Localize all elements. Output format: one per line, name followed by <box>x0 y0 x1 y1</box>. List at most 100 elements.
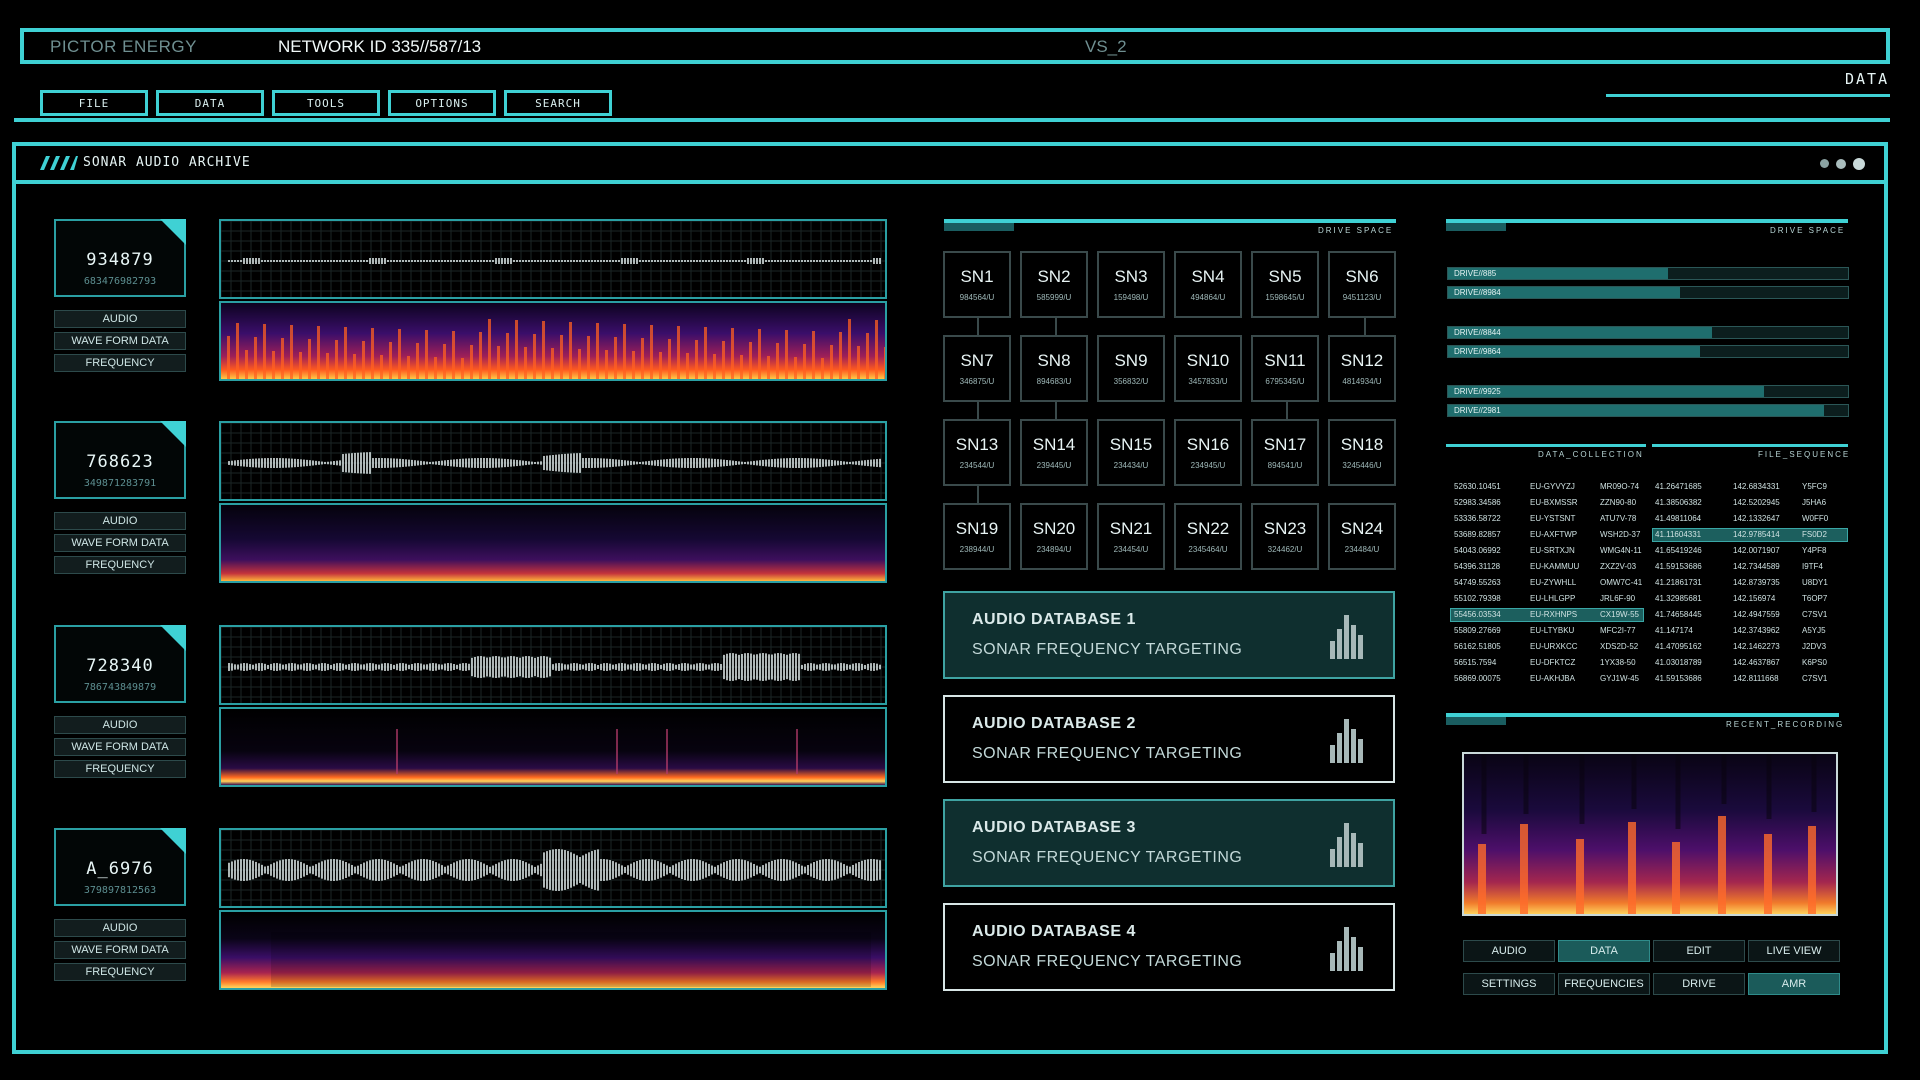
window-dot-3[interactable] <box>1853 158 1865 170</box>
card-corner-icon <box>160 625 186 651</box>
drive-bar[interactable]: DRIVE//2981 <box>1447 404 1849 417</box>
table-cell: EU-GYVYZJ <box>1530 482 1575 491</box>
table-cell: 41.32985681 <box>1655 594 1702 603</box>
tag-waveform-data[interactable]: WAVE FORM DATA <box>54 332 186 350</box>
drive-bar[interactable]: DRIVE//8984 <box>1447 286 1849 299</box>
menu-tools[interactable]: TOOLS <box>272 90 380 116</box>
sn-node-sn9[interactable]: SN9 356832/U <box>1097 335 1165 402</box>
sn-connector <box>1364 318 1366 335</box>
sn-node-sn18[interactable]: SN18 3245446/U <box>1328 419 1396 486</box>
table-cell: 142.3743962 <box>1733 626 1780 635</box>
sn-node-sn21[interactable]: SN21 234454/U <box>1097 503 1165 570</box>
sn-node-sn4[interactable]: SN4 494864/U <box>1174 251 1242 318</box>
sn-node-sn24[interactable]: SN24 234484/U <box>1328 503 1396 570</box>
sn-node-sn14[interactable]: SN14 239445/U <box>1020 419 1088 486</box>
database-subtitle: SONAR FREQUENCY TARGETING <box>972 641 1243 658</box>
tag-frequency[interactable]: FREQUENCY <box>54 760 186 778</box>
sn-node-sn2[interactable]: SN2 585999/U <box>1020 251 1088 318</box>
tag-frequency[interactable]: FREQUENCY <box>54 354 186 372</box>
tag-frequency[interactable]: FREQUENCY <box>54 963 186 981</box>
sn-label: SN22 <box>1186 519 1230 538</box>
table-cell: ZXZ2V-03 <box>1600 562 1637 571</box>
sn-node-sn15[interactable]: SN15 234434/U <box>1097 419 1165 486</box>
tag-waveform-data[interactable]: WAVE FORM DATA <box>54 941 186 959</box>
sn-node-sn3[interactable]: SN3 159498/U <box>1097 251 1165 318</box>
sn-node-sn7[interactable]: SN7 346875/U <box>943 335 1011 402</box>
recording-id-card[interactable]: 934879 683476982793 <box>54 219 186 297</box>
control-frequencies-button[interactable]: FREQUENCIES <box>1558 973 1650 995</box>
sn-node-sn20[interactable]: SN20 234894/U <box>1020 503 1088 570</box>
sn-label: SN2 <box>1037 267 1071 286</box>
tag-audio[interactable]: AUDIO <box>54 512 186 530</box>
sn-node-sn22[interactable]: SN22 2345464/U <box>1174 503 1242 570</box>
sn-label: SN12 <box>1340 351 1384 370</box>
menu-file[interactable]: FILE <box>40 90 148 116</box>
table-cell: EU-URXKCC <box>1530 642 1578 651</box>
menu-options[interactable]: OPTIONS <box>388 90 496 116</box>
audio-database-4[interactable]: AUDIO DATABASE 4 SONAR FREQUENCY TARGETI… <box>943 903 1395 991</box>
drive-bar[interactable]: DRIVE//9925 <box>1447 385 1849 398</box>
control-live-view-button[interactable]: LIVE VIEW <box>1748 940 1840 962</box>
drives-header-shade <box>1446 223 1506 231</box>
sn-drive-space-bar <box>944 219 1396 223</box>
sn-label: SN18 <box>1340 435 1384 454</box>
tag-waveform-data[interactable]: WAVE FORM DATA <box>54 534 186 552</box>
recording-id-card[interactable]: 728340 786743849879 <box>54 625 186 703</box>
sn-value: 3245446/U <box>1342 461 1382 470</box>
tag-frequency[interactable]: FREQUENCY <box>54 556 186 574</box>
table-cell: 41.59153686 <box>1655 562 1702 571</box>
table-cell: 41.26471685 <box>1655 482 1702 491</box>
window-dot-1[interactable] <box>1820 159 1829 168</box>
sn-label: SN7 <box>960 351 994 370</box>
sn-connector <box>977 318 979 335</box>
control-edit-button[interactable]: EDIT <box>1653 940 1745 962</box>
drive-bar[interactable]: DRIVE//885 <box>1447 267 1849 280</box>
tag-audio[interactable]: AUDIO <box>54 919 186 937</box>
database-subtitle: SONAR FREQUENCY TARGETING <box>972 849 1243 866</box>
sn-node-sn10[interactable]: SN10 3457833/U <box>1174 335 1242 402</box>
sn-node-sn17[interactable]: SN17 894541/U <box>1251 419 1319 486</box>
sn-node-sn6[interactable]: SN6 9451123/U <box>1328 251 1396 318</box>
sn-node-sn12[interactable]: SN12 4814934/U <box>1328 335 1396 402</box>
table-cell: MR09O-74 <box>1600 482 1640 491</box>
window-dot-2[interactable] <box>1836 159 1846 169</box>
control-data-button[interactable]: DATA <box>1558 940 1650 962</box>
sn-node-sn16[interactable]: SN16 234945/U <box>1174 419 1242 486</box>
tag-audio[interactable]: AUDIO <box>54 310 186 328</box>
window-title-bar <box>12 142 1888 184</box>
menu-data[interactable]: DATA <box>156 90 264 116</box>
drive-fill <box>1448 268 1668 279</box>
sn-drive-space-label: DRIVE SPACE <box>1318 226 1394 235</box>
tag-waveform-data[interactable]: WAVE FORM DATA <box>54 738 186 756</box>
sn-node-sn5[interactable]: SN5 1598645/U <box>1251 251 1319 318</box>
sn-node-sn23[interactable]: SN23 324462/U <box>1251 503 1319 570</box>
table-cell: U8DY1 <box>1802 578 1828 587</box>
audio-database-2[interactable]: AUDIO DATABASE 2 SONAR FREQUENCY TARGETI… <box>943 695 1395 783</box>
control-amr-button[interactable]: AMR <box>1748 973 1840 995</box>
recording-id-card[interactable]: 768623 349871283791 <box>54 421 186 499</box>
drive-fill <box>1448 327 1712 338</box>
sn-node-sn19[interactable]: SN19 238944/U <box>943 503 1011 570</box>
sn-node-sn11[interactable]: SN11 6795345/U <box>1251 335 1319 402</box>
sn-value: 4814934/U <box>1342 377 1382 386</box>
drive-bar[interactable]: DRIVE//8844 <box>1447 326 1849 339</box>
table-cell: WMG4N-11 <box>1600 546 1642 555</box>
control-settings-button[interactable]: SETTINGS <box>1463 973 1555 995</box>
audio-database-1[interactable]: AUDIO DATABASE 1 SONAR FREQUENCY TARGETI… <box>943 591 1395 679</box>
drive-bar[interactable]: DRIVE//9864 <box>1447 345 1849 358</box>
control-audio-button[interactable]: AUDIO <box>1463 940 1555 962</box>
control-drive-button[interactable]: DRIVE <box>1653 973 1745 995</box>
table-cell: CX19W-55 <box>1600 610 1639 619</box>
sn-node-sn1[interactable]: SN1 984564/U <box>943 251 1011 318</box>
recording-id-card[interactable]: A_6976 379897812563 <box>54 828 186 906</box>
table-cell: 41.38506382 <box>1655 498 1702 507</box>
sn-node-sn13[interactable]: SN13 234544/U <box>943 419 1011 486</box>
menu-search[interactable]: SEARCH <box>504 90 612 116</box>
archive-window <box>12 142 1888 1054</box>
sn-node-sn8[interactable]: SN8 894683/U <box>1020 335 1088 402</box>
recent-recording-shade <box>1446 717 1506 725</box>
tag-audio[interactable]: AUDIO <box>54 716 186 734</box>
table-cell: 41.21861731 <box>1655 578 1702 587</box>
sn-value: 894683/U <box>1036 377 1072 386</box>
audio-database-3[interactable]: AUDIO DATABASE 3 SONAR FREQUENCY TARGETI… <box>943 799 1395 887</box>
